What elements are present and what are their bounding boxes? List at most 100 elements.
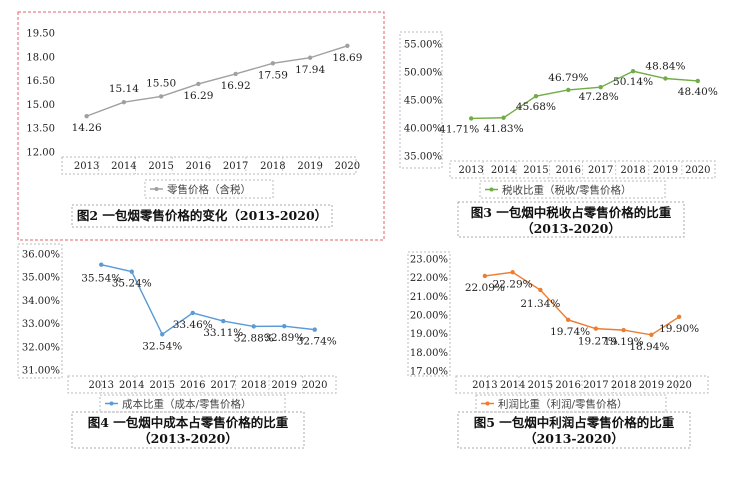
data-label: 19.27% [578, 336, 618, 348]
chart-cost-share: 成本比重（成本/零售价格） 图4 一包烟中成本占零售价格的比重 （2013-20… [17, 243, 337, 449]
data-point [233, 71, 238, 77]
y-tick-label: 45.00% [404, 96, 442, 107]
data-point [221, 318, 226, 324]
data-point [307, 55, 313, 60]
data-label: 41.83% [484, 123, 524, 135]
data-point [282, 323, 287, 329]
data-label: 47.28% [579, 91, 619, 103]
data-label: 18.69 [332, 52, 362, 64]
data-label: 35.54% [81, 273, 121, 285]
x-tick-label: 2013 [458, 165, 483, 176]
y-tick-label: 31.00% [22, 366, 60, 377]
data-point [566, 87, 571, 93]
data-label: 35.24% [112, 278, 152, 290]
data-point [129, 269, 134, 274]
y-tick-label: 16.50 [26, 76, 55, 87]
legend-marker [485, 401, 490, 406]
chart-caption-line-2: （2013-2020） [521, 221, 621, 236]
data-point [190, 310, 195, 316]
data-label: 16.29 [183, 90, 213, 102]
x-tick-label: 2018 [260, 161, 285, 172]
data-point [501, 115, 506, 120]
data-point [468, 116, 474, 121]
data-point [598, 85, 603, 90]
x-tick-label: 2014 [111, 161, 136, 172]
data-label: 48.84% [645, 60, 685, 72]
legend-marker [154, 187, 159, 191]
legend-label: 税收比重（税收/零售价格） [502, 184, 632, 197]
caption-box [457, 201, 685, 238]
y-tick-label: 22.00% [410, 273, 448, 284]
x-tick-label: 2018 [611, 380, 636, 391]
legend-marker [109, 401, 114, 406]
data-point [270, 61, 276, 66]
caption-box [457, 411, 691, 449]
legend-marker [489, 187, 494, 192]
data-point [121, 99, 127, 105]
data-point [695, 78, 701, 84]
data-label: 32.54% [142, 340, 182, 352]
x-tick-label: 2013 [472, 380, 497, 391]
data-label: 17.94 [295, 64, 325, 76]
chart-tax-share: 税收比重（税收/零售价格） 图3 一包烟中税收占零售价格的比重 （2013-20… [399, 31, 718, 238]
data-point [345, 43, 350, 49]
data-point [251, 324, 256, 329]
x-tick-label: 2017 [211, 380, 236, 391]
caption-box [71, 411, 305, 449]
data-point [533, 93, 539, 99]
y-tick-label: 23.00% [410, 255, 448, 266]
data-label: 45.68% [516, 101, 556, 113]
legend-box [99, 394, 286, 413]
x-tick-label: 2015 [523, 165, 548, 176]
data-point [158, 94, 164, 99]
data-label: 14.26 [72, 122, 102, 134]
x-tick-label: 2020 [302, 380, 327, 391]
y-tick-label: 19.00% [410, 329, 448, 340]
y-tick-label: 32.00% [22, 342, 60, 353]
y-tick-label: 50.00% [404, 68, 442, 79]
x-tick-label: 2019 [297, 161, 322, 172]
x-tick-label: 2015 [150, 380, 175, 391]
series-line [471, 70, 698, 120]
y-tick-label: 17.00% [410, 367, 448, 378]
x-tick-label: 2016 [180, 380, 205, 391]
chart-caption-line-1: 图5 一包烟中利润占零售价格的比重 [474, 415, 675, 430]
series-line [86, 45, 348, 117]
data-point [649, 332, 654, 337]
data-label: 32.74% [297, 336, 337, 348]
chart-caption-line-2: （2013-2020） [524, 431, 624, 446]
y-tick-label: 34.00% [22, 296, 60, 307]
caption-box [71, 204, 333, 228]
data-label: 32.89% [264, 332, 304, 344]
y-tick-label: 21.00% [410, 292, 448, 303]
y-tick-box [407, 251, 451, 377]
x-tick-label: 2013 [89, 380, 114, 391]
data-point [84, 113, 89, 119]
y-tick-label: 35.00% [404, 152, 442, 163]
data-point [482, 273, 488, 279]
chart-frame [17, 11, 385, 241]
x-tick-label: 2016 [186, 161, 211, 172]
legend-label: 零售价格（含税） [167, 183, 251, 196]
chart-caption-line-1: 图4 一包烟中成本占零售价格的比重 [88, 415, 289, 430]
data-label: 22.09% [465, 282, 505, 294]
y-tick-label: 12.00 [26, 148, 55, 159]
x-tick-label: 2017 [583, 380, 608, 391]
y-tick-box [399, 31, 443, 169]
y-tick-label: 19.50 [26, 29, 55, 40]
data-label: 48.40% [678, 86, 718, 98]
data-label: 21.34% [520, 298, 560, 310]
series-line [101, 263, 315, 336]
data-label: 19.90% [659, 323, 699, 335]
x-tick-label: 2019 [653, 165, 678, 176]
chart-caption-line-1: 图3 一包烟中税收占零售价格的比重 [471, 205, 672, 220]
chart-retail-price: 零售价格（含税） 图2 一包烟零售价格的变化（2013-2020） 12.00 1… [17, 11, 385, 241]
data-label: 33.46% [173, 319, 213, 331]
y-tick-label: 18.00 [26, 52, 55, 63]
x-tick-label: 2017 [588, 165, 613, 176]
x-tick-label: 2020 [685, 165, 710, 176]
data-point [676, 314, 682, 320]
legend-label: 利润比重（利润/零售价格） [498, 398, 628, 411]
data-label: 18.94% [629, 341, 669, 353]
y-tick-label: 20.00% [410, 311, 448, 322]
